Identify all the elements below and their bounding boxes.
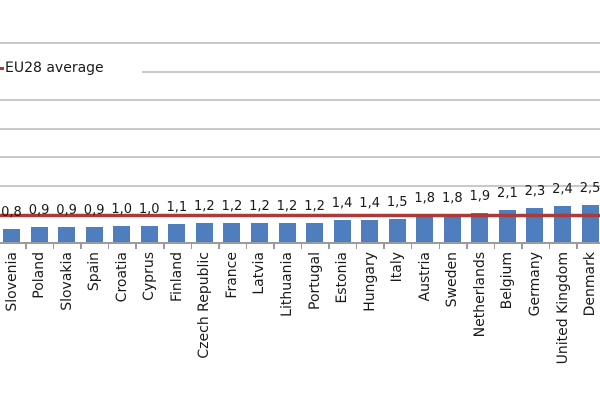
- axis-tick: [218, 244, 220, 249]
- gridline: [0, 127, 600, 130]
- x-axis-line: [0, 242, 600, 244]
- category-label: Croatia: [113, 252, 130, 303]
- bar-poland: [30, 227, 48, 242]
- axis-tick: [52, 244, 55, 249]
- axis-tick: [355, 244, 358, 249]
- bar-latvia: [250, 223, 268, 242]
- bar-france: [223, 223, 241, 242]
- value-label: 1,8: [441, 190, 463, 206]
- category-label: Italy: [389, 252, 406, 283]
- eu28-average-line: [0, 214, 600, 217]
- value-label: 2,5: [579, 180, 600, 196]
- value-label: 1,1: [166, 200, 188, 216]
- axis-tick: [245, 244, 248, 249]
- value-label: 0,9: [83, 203, 105, 219]
- gridline: [142, 70, 600, 73]
- axis-tick: [300, 244, 303, 249]
- bar-spain: [85, 227, 103, 242]
- value-label: 1,2: [221, 199, 243, 215]
- bar-czech-republic: [195, 223, 213, 242]
- value-label: 1,2: [276, 199, 298, 215]
- bar-austria: [416, 214, 434, 242]
- gridline: [0, 156, 600, 158]
- axis-tick: [410, 244, 413, 249]
- bar-croatia: [113, 225, 131, 242]
- category-label: Austria: [416, 252, 433, 302]
- category-label: United Kingdom: [554, 252, 571, 365]
- value-label: 2,4: [552, 182, 573, 198]
- value-label: 1,0: [111, 201, 133, 217]
- category-label: France: [223, 252, 240, 299]
- eu28-average-legend-label: EU28 average: [5, 60, 124, 77]
- gridline: [0, 99, 600, 101]
- axis-tick: [548, 244, 551, 249]
- value-label: 1,4: [331, 196, 353, 212]
- category-label: Denmark: [582, 252, 599, 317]
- bar-portugal: [306, 223, 324, 242]
- category-label: Lithuania: [279, 252, 295, 317]
- category-label: Belgium: [499, 252, 516, 310]
- axis-tick: [163, 244, 165, 249]
- eu28-average-legend-line-icon: [0, 67, 4, 70]
- category-label: Slovakia: [58, 252, 75, 311]
- value-label: 2,3: [524, 183, 546, 199]
- category-label: Spain: [86, 252, 103, 292]
- bar-netherlands: [471, 213, 489, 242]
- category-label: Sweden: [444, 252, 461, 308]
- bar-lithuania: [278, 223, 296, 242]
- axis-tick: [25, 244, 27, 249]
- gridline: [0, 184, 600, 187]
- category-label: Latvia: [251, 252, 268, 295]
- value-label: 1,4: [359, 196, 380, 212]
- axis-tick: [328, 244, 330, 249]
- value-label: 0,9: [28, 203, 50, 219]
- axis-tick: [383, 244, 385, 249]
- value-label: 1,2: [304, 199, 325, 215]
- value-label: 1,0: [138, 201, 160, 217]
- category-label: Portugal: [306, 252, 323, 310]
- axis-tick: [273, 244, 275, 249]
- bar-belgium: [498, 210, 516, 242]
- gridline: [0, 42, 600, 44]
- bar-italy: [388, 218, 406, 242]
- category-label: Poland: [31, 252, 48, 299]
- category-label: Estonia: [334, 252, 351, 304]
- axis-tick: [521, 244, 523, 249]
- axis-tick: [493, 244, 496, 249]
- bar-slovakia: [58, 227, 76, 242]
- bar-united-kingdom: [554, 206, 571, 242]
- value-label: 1,8: [414, 190, 436, 206]
- bar-hungary: [361, 220, 379, 242]
- axis-tick: [135, 244, 137, 249]
- axis-tick: [80, 244, 82, 249]
- axis-tick: [576, 244, 578, 249]
- value-label: 1,2: [194, 199, 215, 215]
- value-label: 2,1: [497, 186, 518, 202]
- category-label: Czech Republic: [196, 252, 213, 359]
- value-label: 1,9: [469, 189, 491, 205]
- value-label: 0,9: [56, 203, 77, 219]
- value-label: 1,5: [386, 194, 408, 210]
- category-label: Germany: [526, 252, 543, 317]
- bar-denmark: [581, 204, 599, 242]
- bar-slovenia: [3, 228, 20, 242]
- value-label: 1,2: [249, 199, 270, 215]
- category-label: Finland: [168, 252, 185, 303]
- category-label: Cyprus: [141, 252, 158, 301]
- axis-tick: [466, 244, 468, 249]
- bar-estonia: [333, 220, 351, 242]
- axis-tick: [190, 244, 193, 249]
- bar-finland: [168, 224, 186, 242]
- bar-germany: [526, 207, 544, 242]
- category-label: Slovenia: [3, 252, 20, 312]
- axis-tick: [107, 244, 110, 249]
- axis-tick: [438, 244, 441, 249]
- bar-cyprus: [140, 225, 158, 242]
- value-label: 0,8: [1, 204, 22, 220]
- category-label: Hungary: [361, 252, 378, 312]
- bar-sweden: [443, 214, 461, 242]
- category-label: Netherlands: [471, 252, 488, 338]
